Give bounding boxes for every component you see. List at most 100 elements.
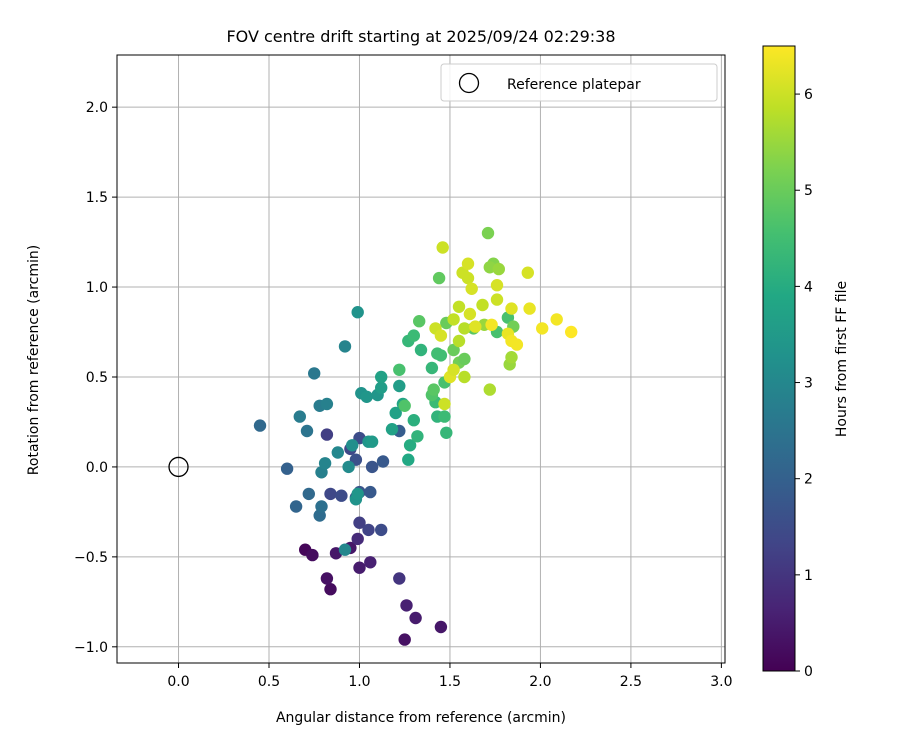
scatter-point [402, 453, 415, 466]
x-tick-label: 1.0 [348, 674, 370, 690]
y-tick-label: 1.5 [86, 190, 108, 206]
scatter-point [483, 383, 496, 396]
scatter-point [407, 329, 420, 342]
scatter-point [293, 410, 306, 423]
scatter-point [376, 455, 390, 468]
scatter-point [338, 340, 352, 353]
scatter-point [320, 572, 334, 585]
scatter-point [400, 599, 413, 612]
scatter-point [438, 397, 451, 411]
scatter-point [414, 343, 428, 357]
scatter-point [398, 399, 411, 412]
y-tick-label: 2.0 [86, 100, 108, 116]
scatter-point [550, 313, 563, 326]
colorbar-tick-label: 6 [804, 87, 813, 103]
y-tick-label: 0.5 [86, 370, 108, 386]
y-tick-label: −0.5 [74, 550, 108, 566]
scatter-point [469, 320, 482, 333]
scatter-point [315, 500, 328, 513]
scatter-point [434, 349, 448, 362]
colorbar-tick-label: 0 [804, 664, 813, 680]
scatter-point [320, 428, 334, 441]
scatter-point [351, 306, 364, 319]
colorbar-ticks: 0 1 2 3 4 5 6 [795, 87, 813, 680]
x-axis-ticks: 0.0 0.5 1.0 1.5 2.0 2.5 3.0 [167, 663, 733, 690]
y-tick-label: 0.0 [86, 460, 108, 476]
scatter-point [280, 462, 294, 475]
colorbar-tick-label: 1 [804, 568, 813, 584]
scatter-point [360, 390, 373, 403]
scatter-point [403, 439, 417, 452]
scatter-point [308, 367, 321, 380]
scatter-point [393, 379, 406, 393]
legend: Reference platepar [440, 63, 718, 102]
x-tick-label: 3.0 [710, 674, 732, 690]
scatter-point [346, 439, 359, 452]
scatter-point [335, 489, 348, 502]
scatter-point [389, 406, 402, 420]
scatter-point [364, 556, 377, 569]
scatter-point [365, 460, 379, 474]
scatter-point [375, 370, 388, 384]
scatter-point [375, 381, 388, 394]
scatter-point [452, 334, 466, 348]
scatter-point [510, 338, 524, 351]
scatter-point [427, 383, 440, 396]
scatter-point [409, 611, 422, 625]
scatter-point [302, 487, 315, 501]
scatter-point [342, 460, 355, 474]
scatter-point [447, 343, 460, 357]
scatter-point [353, 561, 366, 574]
y-tick-label: −1.0 [74, 640, 108, 656]
colorbar-label: Hours from first FF file [834, 281, 850, 437]
reference-marker-group [168, 456, 189, 478]
scatter-point [320, 397, 334, 411]
colorbar: 0 1 2 3 4 5 6 Hours from first FF file [762, 45, 850, 680]
scatter-point [253, 419, 267, 432]
scatter-point [458, 352, 471, 366]
scatter-point [425, 361, 439, 375]
scatter-point [413, 315, 426, 328]
y-axis-label: Rotation from reference (arcmin) [26, 245, 42, 475]
scatter-point [393, 572, 406, 585]
colorbar-tick-label: 4 [804, 279, 813, 295]
scatter-point [393, 363, 406, 376]
scatter-point [318, 457, 332, 470]
legend-reference-marker [458, 72, 480, 94]
scatter-point [505, 351, 518, 364]
reference-platepar-marker [168, 456, 189, 478]
scatter-point [432, 271, 446, 285]
legend-box [440, 63, 718, 102]
scatter-point [411, 430, 424, 443]
scatter-point [452, 300, 466, 313]
scatter-point [476, 298, 489, 312]
scatter-point [351, 487, 364, 501]
colorbar-tick-label: 3 [804, 376, 813, 392]
scatter-point [407, 414, 420, 427]
scatter-point [447, 363, 460, 376]
scatter-point [523, 302, 536, 315]
scatter-point [521, 266, 534, 279]
scatter-point [465, 282, 478, 295]
x-tick-label: 0.0 [167, 674, 189, 690]
scatter-point [461, 271, 475, 285]
colorbar-tick-label: 2 [804, 472, 813, 488]
scatter-point [364, 485, 377, 499]
scatter-point [440, 426, 453, 439]
colorbar-tick-label: 5 [804, 183, 813, 199]
scatter-point [458, 370, 471, 384]
scatter-point [436, 241, 449, 254]
scatter-point [331, 446, 344, 459]
x-tick-label: 1.5 [439, 674, 461, 690]
legend-entry-reference-platepar: Reference platepar [507, 77, 641, 93]
scatter-point [365, 435, 379, 448]
axes-frame [116, 54, 726, 664]
scatter-point [481, 226, 495, 240]
scatter-point [492, 262, 505, 276]
scatter-point [434, 620, 448, 634]
x-tick-label: 2.5 [620, 674, 642, 690]
scatter-point [289, 500, 303, 513]
scatter-point [490, 293, 504, 306]
